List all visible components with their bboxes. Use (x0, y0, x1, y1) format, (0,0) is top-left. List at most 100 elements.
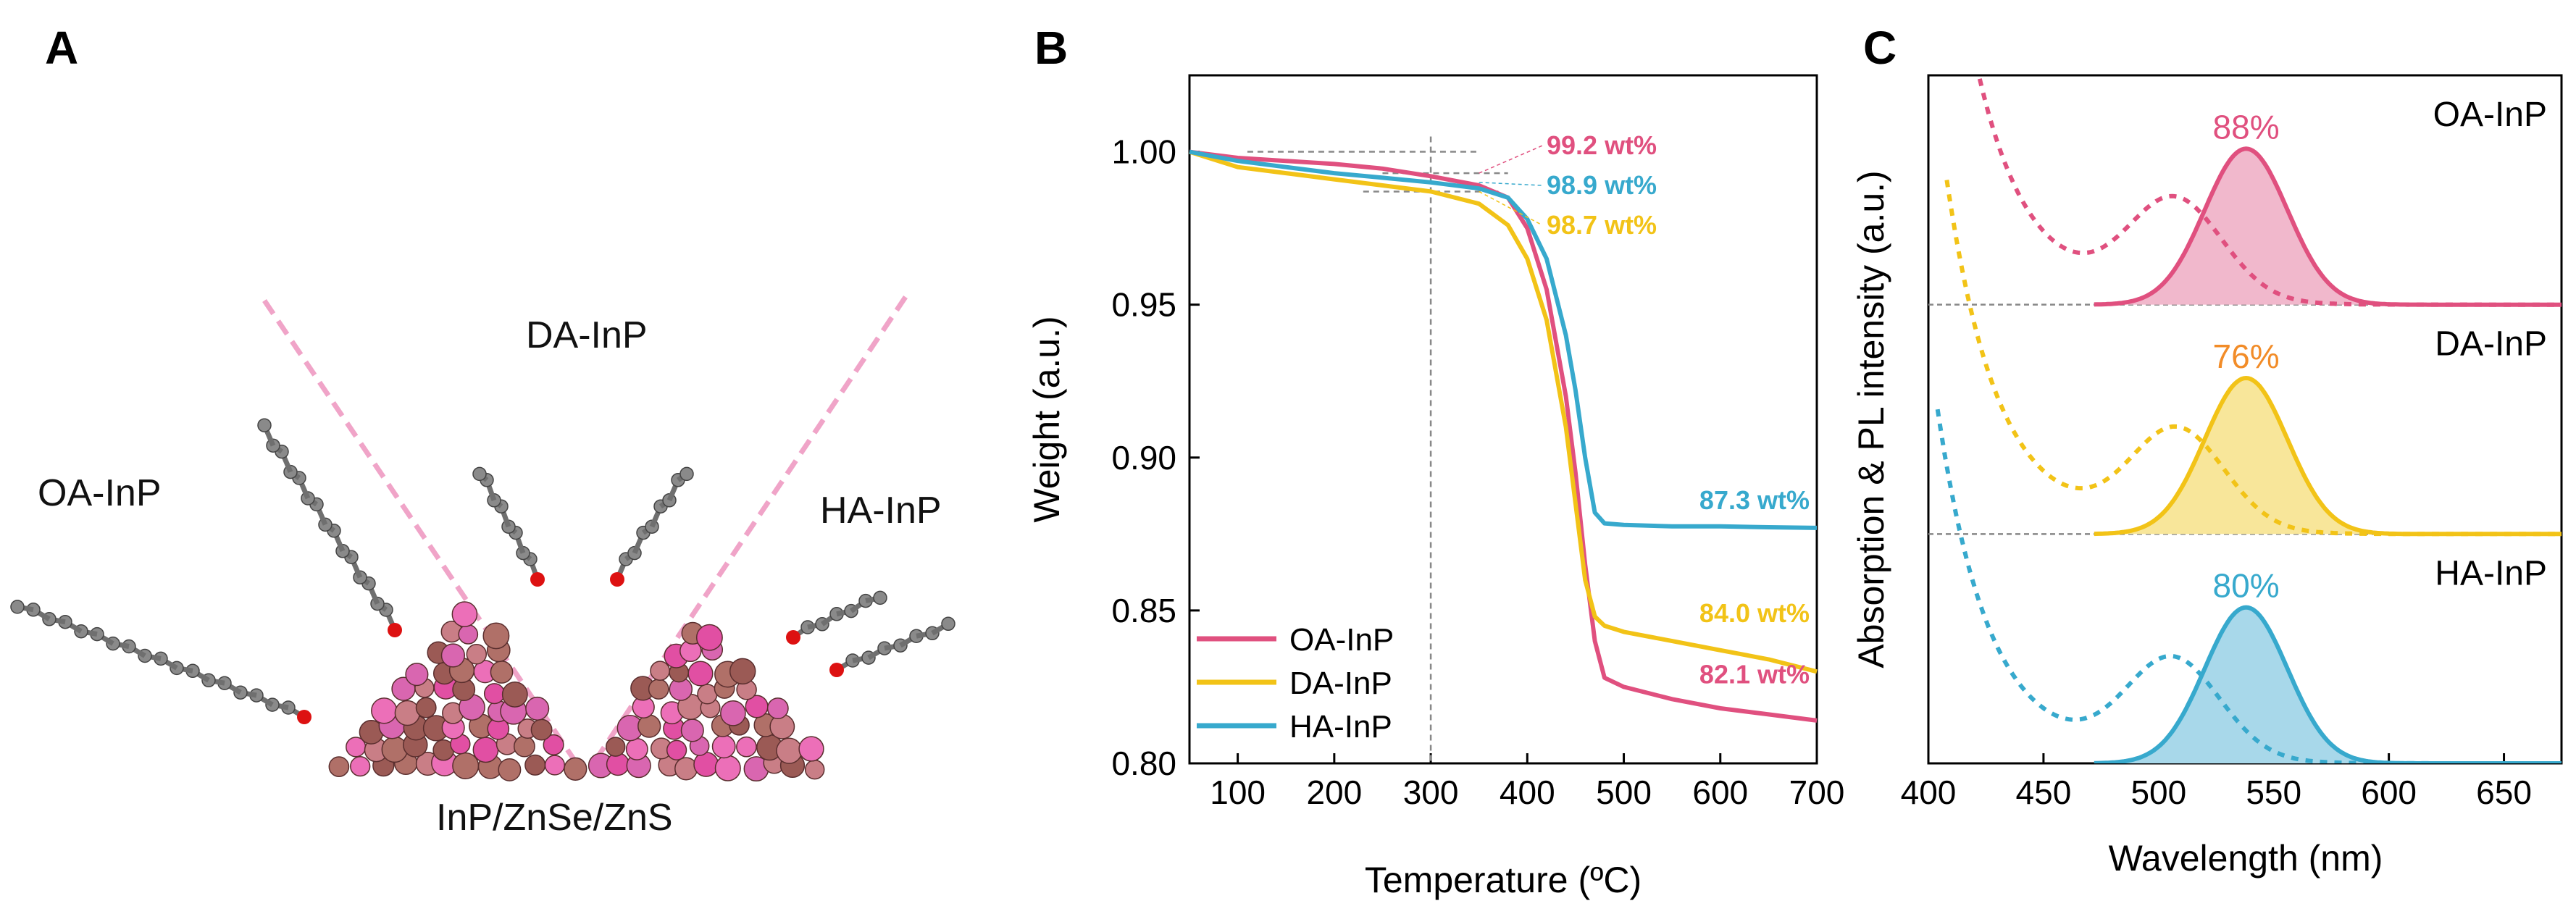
c-pl-fill-DA-InP (2094, 378, 2562, 534)
c-abs-curve-OA-InP (1976, 75, 2562, 307)
chart-c-labels: OA-InP 88% DA-InP 76% HA-InP 80% (2213, 96, 2547, 605)
b-annotation-2: 98.7 wt% (1547, 210, 1657, 240)
atom-34 (625, 737, 648, 760)
atom-36 (666, 739, 687, 760)
ligand-ha-1-oxygen (786, 630, 800, 645)
chart-b-annotations: 99.2 wt% 98.9 wt% 98.7 wt% 87.3 wt% 84.0 wt%… (1479, 130, 1810, 689)
atom-80 (501, 681, 528, 708)
atom-79 (483, 683, 506, 705)
atom-11 (564, 757, 587, 781)
b-series-OA-InP (1189, 149, 1818, 723)
c-pl-fill-OA-InP (2094, 148, 2562, 305)
b-ytick-label-1: 0.85 (1111, 592, 1176, 629)
panel-a-illustration: OA-InP DA-InP HA-InP InP/ZnSe/ZnS (10, 295, 955, 839)
ligand-oa-1-oxygen (297, 710, 311, 724)
c-pl-curve-HA-InP (2094, 605, 2562, 763)
atom-87 (405, 663, 429, 687)
chart-c-ylabel: Absorption & PL intensity (a.u.) (1851, 170, 1891, 668)
atom-16 (674, 757, 698, 781)
b-xtick-label-0: 100 (1210, 773, 1266, 811)
panel-label-c: C (1863, 22, 1897, 74)
b-xtick-label-2: 300 (1403, 773, 1459, 811)
b-ytick-label-2: 0.90 (1111, 439, 1176, 477)
c-xtick-label-5: 650 (2476, 773, 2532, 811)
c-xtick-label-2: 500 (2130, 773, 2186, 811)
chart-c-ticks: 400 450 500 550 600 650 (1901, 753, 2532, 811)
atom-13 (606, 752, 630, 776)
c-xtick-label-4: 600 (2361, 773, 2417, 811)
chart-c-xlabel: Wavelength (nm) (2109, 838, 2383, 879)
ligand-da-2-oxygen (610, 572, 624, 587)
ligand-da-1-atom-7 (472, 466, 487, 482)
atom-106 (482, 622, 510, 650)
b-xtick-label-4: 500 (1596, 773, 1652, 811)
c-xtick-label-0: 400 (1901, 773, 1957, 811)
label-oa-inp: OA-InP (38, 472, 162, 514)
ligand-chains (10, 418, 955, 724)
chart-b: Weight (a.u.) Temperature (ºC) 100 200 300… (1026, 74, 1844, 900)
ligand-oa-2-atom-14 (257, 418, 272, 432)
b-annotation-1: 98.9 wt% (1547, 170, 1657, 200)
c-xtick-label-1: 450 (2016, 773, 2072, 811)
chart-b-ylabel: Weight (a.u.) (1026, 316, 1067, 522)
ligand-ha-2-atom-6 (941, 616, 955, 632)
b-ytick-label-0: 0.80 (1111, 745, 1176, 782)
b-series-HA-InP (1189, 149, 1818, 530)
atom-32 (543, 734, 564, 755)
panel-label-a: A (45, 22, 78, 74)
atom-31 (513, 735, 535, 758)
ligand-da-1-oxygen (530, 572, 545, 587)
b-ytick-label-3: 0.95 (1111, 286, 1176, 324)
atom-61 (394, 700, 421, 726)
b-xtick-label-6: 700 (1789, 773, 1845, 811)
atom-22 (804, 759, 825, 780)
chart-b-ticks: 100 200 300 400 500 600 700 0.80 0.85 0.90 0.95 1.0… (1111, 133, 1844, 811)
atom-98 (440, 643, 466, 668)
c-pl-curve-DA-InP (2094, 375, 2562, 537)
chart-b-frame (1188, 74, 1818, 765)
atom-41 (776, 737, 803, 764)
c-xtick-label-3: 550 (2246, 773, 2301, 811)
atom-62 (415, 697, 437, 718)
ligand-da-2-atom-7 (679, 466, 694, 482)
atom-10 (544, 755, 566, 776)
atom-0 (328, 756, 350, 777)
b-xtick-label-5: 600 (1692, 773, 1748, 811)
b-xtick-label-3: 400 (1500, 773, 1555, 811)
atom-96 (729, 658, 756, 685)
panel-label-b: B (1034, 22, 1068, 74)
c-pl-fill-HA-InP (2094, 607, 2562, 763)
b-xtick-label-1: 200 (1306, 773, 1362, 811)
atom-109 (451, 601, 478, 627)
label-ha-inp: HA-InP (820, 490, 942, 532)
atom-18 (714, 755, 741, 781)
atom-105 (458, 624, 479, 645)
nanocrystal-cluster (328, 601, 825, 782)
c-plqy-2: 80% (2213, 567, 2280, 605)
b-ytick-label-4: 1.00 (1111, 133, 1176, 171)
atom-67 (525, 696, 550, 721)
atom-1 (350, 755, 371, 777)
label-da-inp: DA-InP (526, 314, 648, 356)
b-annotation-5: 82.1 wt% (1699, 660, 1810, 689)
b-legend-label-1: DA-InP (1289, 666, 1392, 701)
ligand-ha-2-oxygen (829, 663, 844, 677)
atom-53 (637, 714, 661, 738)
atom-99 (466, 644, 488, 665)
ligand-oa-2-oxygen (388, 623, 402, 637)
atom-6 (452, 752, 480, 779)
atom-39 (736, 736, 757, 758)
b-legend-label-2: HA-InP (1289, 709, 1392, 745)
atom-60 (371, 697, 398, 724)
c-subpanel-title-0: OA-InP (2433, 96, 2547, 134)
b-legend-label-0: OA-InP (1289, 622, 1394, 658)
atom-42 (798, 736, 824, 762)
c-pl-curve-OA-InP (2094, 146, 2562, 307)
b-annotation-0: 99.2 wt% (1547, 130, 1657, 160)
atom-91 (490, 661, 514, 684)
atom-25 (381, 736, 409, 763)
atom-108 (695, 624, 723, 651)
core-shell-caption: InP/ZnSe/ZnS (436, 797, 673, 839)
c-abs-curve-HA-InP (1935, 408, 2562, 763)
atom-72 (720, 700, 746, 726)
